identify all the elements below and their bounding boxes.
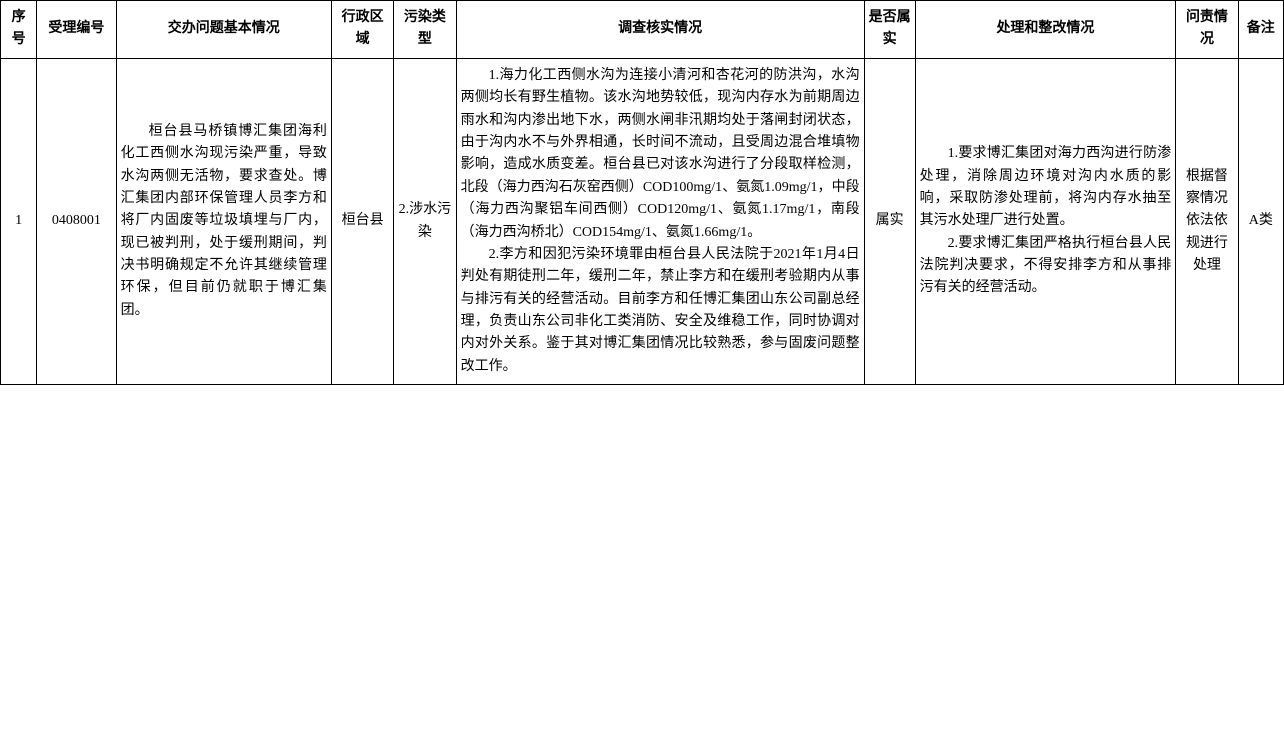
cell-case: 0408001 <box>37 58 116 384</box>
header-row: 序号 受理编号 交办问题基本情况 行政区域 污染类型 调查核实情况 是否属实 处… <box>1 1 1284 59</box>
col-header-investigation: 调查核实情况 <box>456 1 864 59</box>
cell-accountability: 根据督察情况依法依规进行处理 <box>1176 58 1238 384</box>
cell-verified: 属实 <box>864 58 915 384</box>
table-body: 1 0408001 桓台县马桥镇博汇集团海利化工西侧水沟现污染严重，导致水沟两侧… <box>1 58 1284 384</box>
cell-investigation: 1.海力化工西侧水沟为连接小清河和杏花河的防洪沟，水沟两侧均长有野生植物。该水沟… <box>456 58 864 384</box>
table-header: 序号 受理编号 交办问题基本情况 行政区域 污染类型 调查核实情况 是否属实 处… <box>1 1 1284 59</box>
col-header-handling: 处理和整改情况 <box>915 1 1176 59</box>
cell-notes: A类 <box>1238 58 1283 384</box>
col-header-accountability: 问责情况 <box>1176 1 1238 59</box>
cell-issue: 桓台县马桥镇博汇集团海利化工西侧水沟现污染严重，导致水沟两侧无活物，要求查处。博… <box>116 58 331 384</box>
col-header-seq: 序号 <box>1 1 37 59</box>
cell-seq: 1 <box>1 58 37 384</box>
cell-handling: 1.要求博汇集团对海力西沟进行防渗处理，消除周边环境对沟内水质的影响，采取防渗处… <box>915 58 1176 384</box>
col-header-region: 行政区域 <box>331 1 393 59</box>
handling-p2: 2.要求博汇集团严格执行桓台县人民法院判决要求，不得安排李方和从事排污有关的经营… <box>920 233 1172 300</box>
investigation-p2: 2.李方和因犯污染环境罪由桓台县人民法院于2021年1月4日判处有期徒刑二年，缓… <box>461 244 860 378</box>
col-header-notes: 备注 <box>1238 1 1283 59</box>
issue-text: 桓台县马桥镇博汇集团海利化工西侧水沟现污染严重，导致水沟两侧无活物，要求查处。博… <box>121 121 327 323</box>
handling-p1: 1.要求博汇集团对海力西沟进行防渗处理，消除周边环境对沟内水质的影响，采取防渗处… <box>920 143 1172 233</box>
table-row: 1 0408001 桓台县马桥镇博汇集团海利化工西侧水沟现污染严重，导致水沟两侧… <box>1 58 1284 384</box>
cell-pollution: 2.涉水污染 <box>394 58 456 384</box>
col-header-pollution: 污染类型 <box>394 1 456 59</box>
cell-region: 桓台县 <box>331 58 393 384</box>
inspection-table: 序号 受理编号 交办问题基本情况 行政区域 污染类型 调查核实情况 是否属实 处… <box>0 0 1284 385</box>
col-header-issue: 交办问题基本情况 <box>116 1 331 59</box>
col-header-verified: 是否属实 <box>864 1 915 59</box>
col-header-case: 受理编号 <box>37 1 116 59</box>
investigation-p1: 1.海力化工西侧水沟为连接小清河和杏花河的防洪沟，水沟两侧均长有野生植物。该水沟… <box>461 65 860 244</box>
